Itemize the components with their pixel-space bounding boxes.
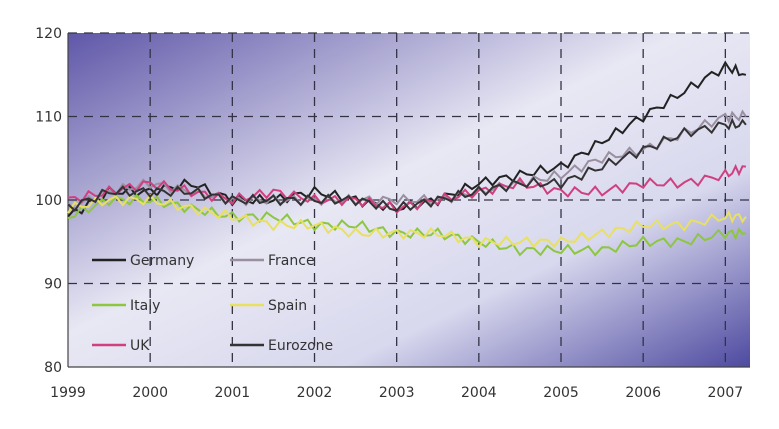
x-tick-label: 2003 bbox=[379, 385, 415, 401]
series-line-uk bbox=[67, 163, 746, 215]
series-line-italy bbox=[67, 193, 747, 257]
x-tick-label: 2001 bbox=[215, 385, 251, 401]
x-tick-labels: 1999 2000 2001 2002 2003 2004 2005 2006 2007 bbox=[50, 385, 743, 401]
x-tick-label: 2004 bbox=[461, 385, 497, 401]
x-tick-label: 2006 bbox=[625, 385, 661, 401]
legend-label: France bbox=[268, 253, 315, 269]
series-line-eurozone bbox=[67, 117, 747, 213]
x-tick-label: 1999 bbox=[50, 385, 86, 401]
legend-label: Spain bbox=[268, 298, 307, 314]
x-tick-label: 2007 bbox=[708, 385, 744, 401]
series-line-france bbox=[67, 109, 747, 211]
series-line-spain bbox=[67, 193, 747, 249]
y-tick-label: 110 bbox=[35, 110, 62, 126]
y-tick-label: 90 bbox=[44, 277, 62, 293]
axes bbox=[67, 33, 750, 368]
legend-label: UK bbox=[130, 338, 150, 354]
x-tick-label: 2000 bbox=[132, 385, 168, 401]
legend-label: Italy bbox=[130, 298, 160, 314]
legend: Germany France Italy Spain UK Eurozone bbox=[92, 253, 333, 354]
y-tick-label: 80 bbox=[44, 360, 62, 376]
y-tick-labels: 80 90 100 110 120 bbox=[35, 26, 62, 376]
x-tick-label: 2005 bbox=[543, 385, 579, 401]
y-tick-label: 100 bbox=[35, 193, 62, 209]
y-tick-label: 120 bbox=[35, 26, 62, 42]
legend-label: Germany bbox=[130, 253, 194, 269]
series-lines bbox=[67, 60, 747, 257]
x-tick-label: 2002 bbox=[297, 385, 333, 401]
legend-label: Eurozone bbox=[268, 338, 333, 354]
